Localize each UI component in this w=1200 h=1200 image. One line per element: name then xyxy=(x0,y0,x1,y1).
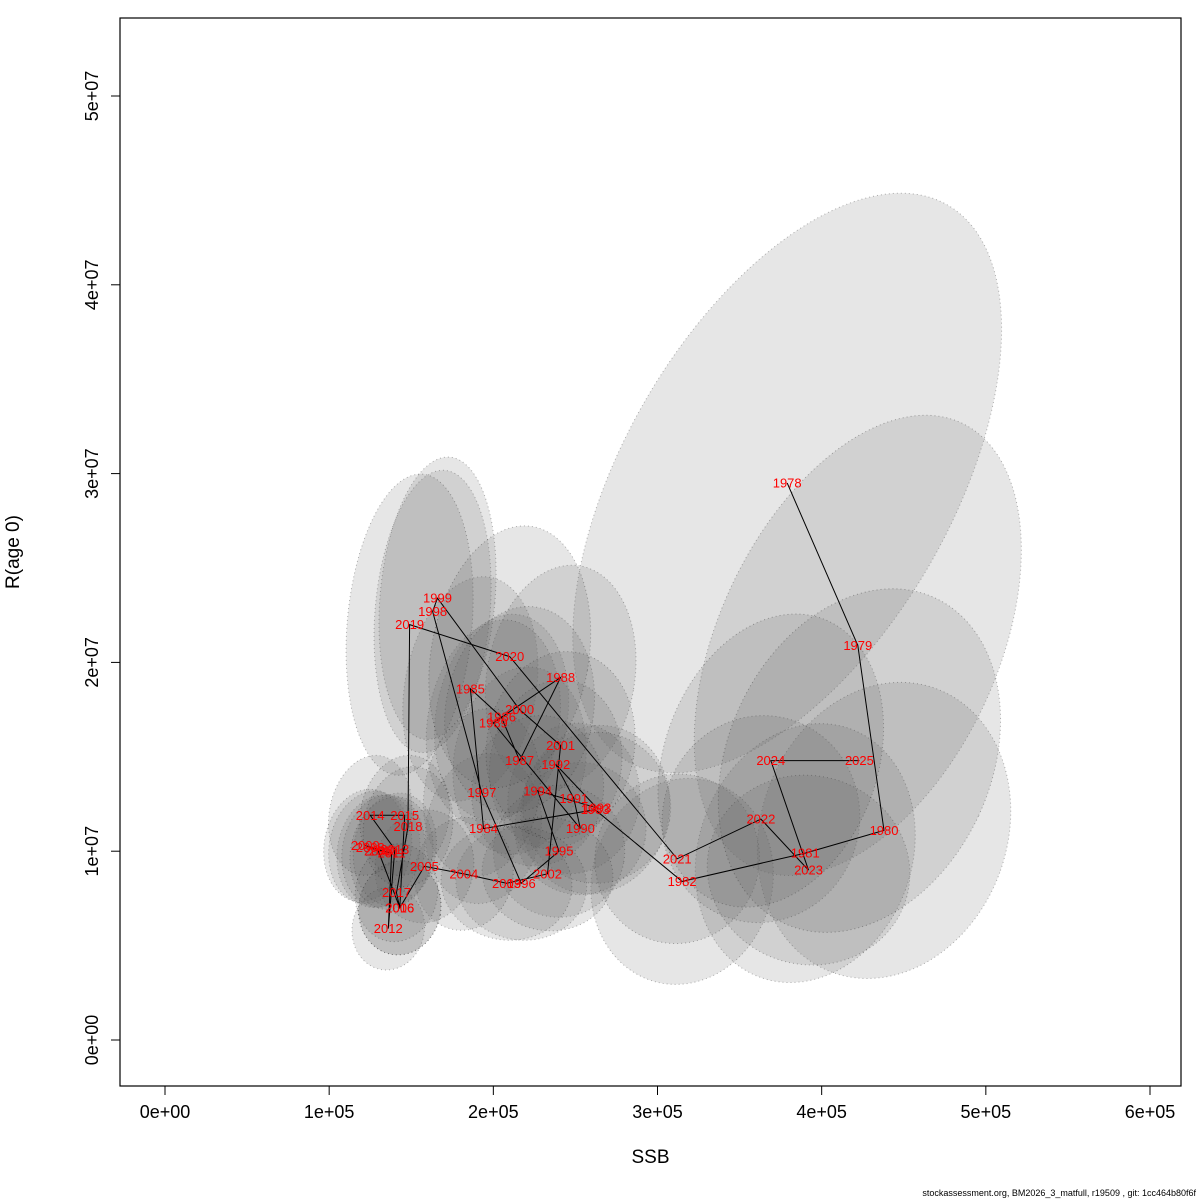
year-label: 1987 xyxy=(505,753,534,768)
year-label: 1997 xyxy=(467,785,496,800)
year-label: 2014 xyxy=(356,808,385,823)
year-label: 1986 xyxy=(487,710,516,725)
x-axis-title: SSB xyxy=(631,1147,670,1168)
footer-note: stockassessment.org, BM2026_3_matfull, r… xyxy=(922,1188,1196,1198)
year-label: 2012 xyxy=(374,921,403,936)
year-label: 1982 xyxy=(668,874,697,889)
year-label: 2011 xyxy=(378,846,406,861)
year-label: 1995 xyxy=(545,844,574,859)
year-label: 1994 xyxy=(523,783,552,798)
year-label: 2001 xyxy=(546,738,575,753)
year-label: 2015 xyxy=(390,808,419,823)
y-tick-label: 4e+07 xyxy=(82,260,102,311)
x-tick-label: 4e+05 xyxy=(796,1102,847,1122)
year-label: 2018 xyxy=(394,819,423,834)
year-label: 2004 xyxy=(449,866,478,881)
year-label: 2009 xyxy=(351,838,380,853)
year-label: 2017 xyxy=(382,885,411,900)
year-label: 2002 xyxy=(533,866,562,881)
confidence-ellipses xyxy=(323,192,1022,985)
year-label: 2022 xyxy=(746,812,775,827)
year-path xyxy=(365,482,885,929)
year-label: 1989 xyxy=(479,715,508,730)
year-label: 2020 xyxy=(495,649,524,664)
year-label: 1996 xyxy=(507,876,536,891)
year-label: 1991 xyxy=(559,791,588,806)
year-label: 2025 xyxy=(845,753,874,768)
year-label: 2005 xyxy=(410,859,439,874)
year-label: 1993 xyxy=(582,800,611,815)
year-label: 2003 xyxy=(492,876,521,891)
year-label: 2007 xyxy=(364,844,393,859)
year-label: 2010 xyxy=(369,844,398,859)
y-axis-title: R(age 0) xyxy=(3,515,24,589)
year-label: 1978 xyxy=(773,476,802,491)
year-label: 2016 xyxy=(385,900,414,915)
x-tick-label: 5e+05 xyxy=(961,1102,1012,1122)
x-tick-label: 0e+00 xyxy=(140,1102,191,1122)
year-label: 1984 xyxy=(469,821,498,836)
y-tick-label: 0e+00 xyxy=(82,1015,102,1066)
year-label: 2000 xyxy=(505,702,534,717)
year-label: 2008 xyxy=(356,840,385,855)
y-tick-label: 1e+07 xyxy=(82,826,102,877)
year-label: 1988 xyxy=(546,670,575,685)
year-label: 1999 xyxy=(423,591,452,606)
x-tick-label: 6e+05 xyxy=(1125,1102,1176,1122)
year-label: 2021 xyxy=(663,851,692,866)
x-tick-label: 2e+05 xyxy=(468,1102,519,1122)
year-label: 1981 xyxy=(791,846,820,861)
year-label: 1980 xyxy=(870,823,899,838)
year-label: 2023 xyxy=(794,863,823,878)
year-label: 1992 xyxy=(541,757,570,772)
plot-border xyxy=(119,17,1182,1087)
year-label: 2024 xyxy=(756,753,785,768)
x-tick-label: 3e+05 xyxy=(632,1102,683,1122)
year-label: 1979 xyxy=(843,638,872,653)
y-tick-label: 5e+07 xyxy=(82,71,102,122)
year-label: 2019 xyxy=(395,617,424,632)
year-label: 1990 xyxy=(566,821,595,836)
year-label: 1983 xyxy=(581,802,610,817)
year-label: 2006 xyxy=(385,900,414,915)
y-tick-label: 3e+07 xyxy=(82,448,102,499)
year-label: 1998 xyxy=(418,604,447,619)
x-tick-label: 1e+05 xyxy=(304,1102,355,1122)
year-label: 1985 xyxy=(456,681,485,696)
year-label: 2013 xyxy=(380,842,409,857)
confidence-ellipse xyxy=(351,886,426,971)
y-tick-label: 2e+07 xyxy=(82,637,102,688)
